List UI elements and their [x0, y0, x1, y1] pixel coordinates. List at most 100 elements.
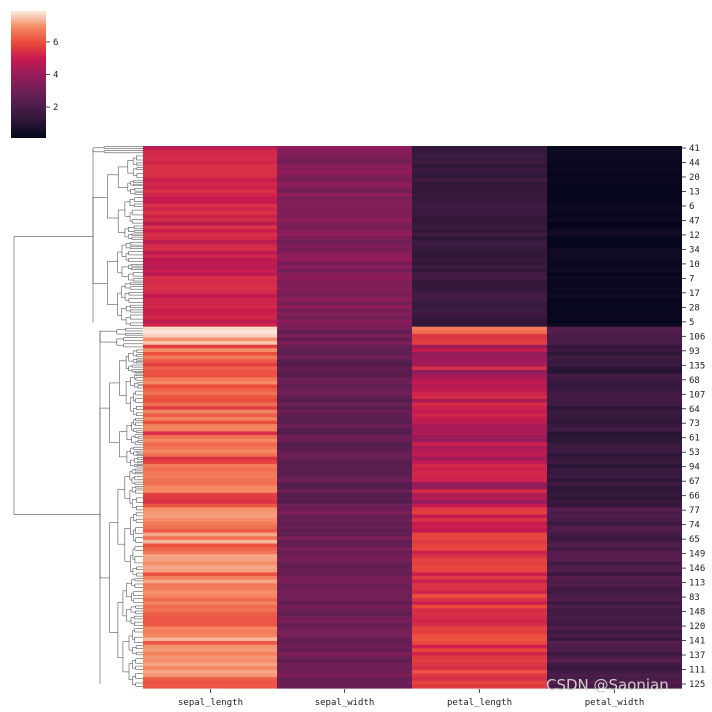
row-tick-label: 68: [689, 376, 700, 386]
heatmap-cell: [412, 239, 547, 245]
heatmap-cell: [547, 171, 682, 176]
heatmap-cell: [277, 626, 412, 631]
heatmap-cell: [547, 359, 682, 364]
heatmap-cell: [547, 669, 682, 675]
heatmap-cell: [412, 659, 547, 664]
column-tick-labels: sepal_length sepal_width petal_length petal…: [178, 689, 644, 708]
heatmap-cell: [547, 247, 682, 252]
heatmap-cell: [143, 189, 278, 194]
heatmap-cell: [412, 633, 547, 639]
colorbar-tick-label: 2: [53, 103, 58, 113]
heatmap-cell: [143, 532, 278, 537]
heatmap-cell: [143, 308, 278, 313]
heatmap-cell: [277, 431, 412, 436]
heatmap-cell: [412, 507, 547, 512]
heatmap-cell: [143, 413, 278, 418]
heatmap-cell: [547, 507, 682, 512]
heatmap-cell: [277, 547, 412, 552]
row-dendrogram: [13, 146, 143, 687]
heatmap-cell: [277, 330, 412, 335]
heatmap-cell: [143, 651, 278, 657]
row-tick-label: 13: [689, 187, 700, 197]
heatmap-cell: [412, 388, 547, 393]
heatmap-cell: [277, 622, 412, 628]
heatmap-cell: [412, 630, 547, 635]
heatmap-cell: [412, 648, 547, 653]
heatmap-cell: [277, 258, 412, 263]
heatmap-cell: [277, 362, 412, 368]
heatmap-cell: [547, 380, 682, 386]
heatmap-cell: [277, 359, 412, 364]
heatmap-cell: [143, 622, 278, 628]
heatmap-cell: [547, 543, 682, 548]
heatmap-cell: [143, 565, 278, 570]
heatmap-cell: [412, 391, 547, 396]
heatmap-cell: [412, 247, 547, 252]
watermark: CSDN @Saonian: [546, 676, 669, 694]
heatmap-cell: [143, 641, 278, 646]
heatmap-cell: [412, 409, 547, 414]
heatmap-cell: [143, 366, 278, 371]
heatmap-cell: [547, 337, 682, 342]
heatmap-cell: [143, 597, 278, 602]
heatmap-cell: [143, 637, 278, 642]
heatmap-cell: [143, 243, 278, 248]
heatmap-cell: [143, 406, 278, 411]
heatmap-cell: [547, 445, 682, 451]
heatmap-cell: [277, 214, 412, 219]
heatmap-cell: [412, 268, 547, 274]
heatmap-cell: [143, 355, 278, 360]
heatmap-cell: [547, 333, 682, 339]
row-tick-label: 113: [689, 579, 705, 589]
heatmap-cell: [412, 521, 547, 526]
heatmap-cell: [143, 547, 278, 552]
heatmap-cell: [277, 655, 412, 660]
heatmap-cell: [143, 677, 278, 682]
heatmap-cell: [277, 445, 412, 451]
heatmap-cell: [143, 370, 278, 375]
heatmap-cell: [412, 557, 547, 563]
colorbar-gradient: [11, 11, 46, 138]
heatmap-cell: [143, 290, 278, 295]
heatmap-cell: [143, 286, 278, 292]
column-tick-label: petal_length: [447, 698, 512, 708]
heatmap-cell: [143, 514, 278, 519]
heatmap-cell: [412, 290, 547, 295]
heatmap-cell: [277, 294, 412, 299]
heatmap-cell: [547, 449, 682, 454]
heatmap-cell: [412, 156, 547, 162]
heatmap-cell: [143, 507, 278, 512]
heatmap-cell: [412, 514, 547, 519]
heatmap-cell: [143, 221, 278, 227]
heatmap-cell: [277, 395, 412, 400]
heatmap-cell: [277, 539, 412, 545]
heatmap-cell: [143, 164, 278, 169]
heatmap-cell: [412, 283, 547, 288]
heatmap-cell: [547, 529, 682, 534]
heatmap-cell: [412, 236, 547, 241]
heatmap-cell: [412, 442, 547, 447]
heatmap-cell: [547, 182, 682, 187]
heatmap-cell: [412, 460, 547, 465]
heatmap-cell: [143, 463, 278, 469]
heatmap-cell: [277, 156, 412, 162]
heatmap-cell: [143, 655, 278, 660]
heatmap-cell: [412, 417, 547, 422]
heatmap-cell: [547, 503, 682, 508]
heatmap-cell: [547, 612, 682, 617]
heatmap-cell: [277, 185, 412, 190]
heatmap-cell: [143, 160, 278, 165]
heatmap-cell: [547, 351, 682, 357]
heatmap-cell: [143, 445, 278, 451]
heatmap-cell: [547, 474, 682, 480]
row-tick-label: 53: [689, 448, 700, 458]
heatmap-cell: [277, 463, 412, 469]
heatmap-cell: [143, 503, 278, 508]
heatmap-cell: [143, 359, 278, 364]
heatmap-cell: [547, 435, 682, 440]
row-tick-label: 125: [689, 680, 705, 690]
heatmap-cell: [277, 398, 412, 404]
heatmap-cell: [277, 164, 412, 169]
colorbar-tick-label: 4: [53, 71, 58, 81]
row-tick-label: 41: [689, 144, 700, 154]
